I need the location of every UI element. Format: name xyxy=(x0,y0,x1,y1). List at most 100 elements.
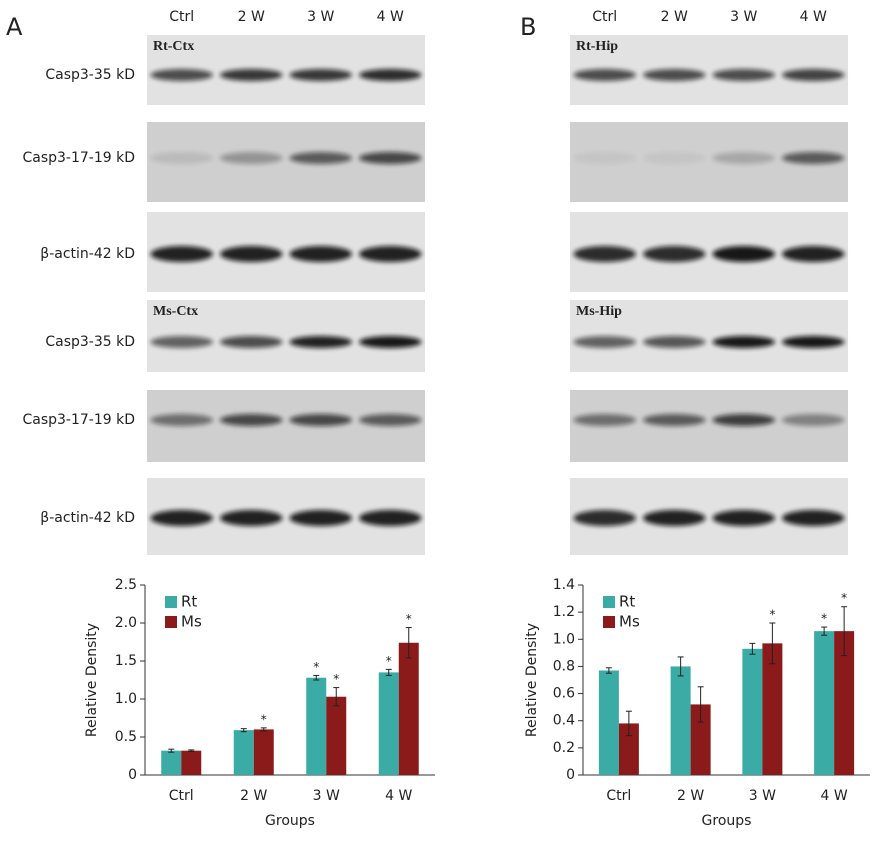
blot-label: β-actin-42 kD xyxy=(40,510,135,526)
bar xyxy=(742,648,763,775)
x-axis-title: Groups xyxy=(702,813,752,829)
band xyxy=(150,69,214,81)
blot-tag: Ms-Ctx xyxy=(153,304,198,319)
band xyxy=(150,414,214,426)
y-tick-label: 2.0 xyxy=(115,615,137,631)
panel-label: B xyxy=(520,13,536,41)
bar xyxy=(598,670,619,775)
significance: * xyxy=(333,672,339,686)
blot-tag: Ms-Hip xyxy=(576,304,622,319)
lane-label: 3 W xyxy=(307,9,334,25)
y-tick-label: 1.4 xyxy=(553,577,575,593)
band xyxy=(781,246,845,262)
legend-label: Ms xyxy=(619,613,640,631)
x-tick-label: 4 W xyxy=(385,788,412,804)
significance: * xyxy=(841,591,847,605)
x-tick-label: 4 W xyxy=(821,788,848,804)
bar xyxy=(690,704,711,775)
significance: * xyxy=(406,612,412,626)
band xyxy=(219,336,283,348)
y-axis-title: Relative Density xyxy=(524,623,540,737)
bar xyxy=(814,631,835,775)
band xyxy=(781,69,845,81)
band xyxy=(573,510,637,526)
band xyxy=(781,336,845,348)
band xyxy=(781,414,845,426)
blot xyxy=(147,390,425,462)
x-tick-label: 3 W xyxy=(313,788,340,804)
bar xyxy=(762,643,783,775)
bar xyxy=(378,672,399,775)
band xyxy=(712,246,776,262)
blot-tag: Rt-Hip xyxy=(576,39,618,54)
band xyxy=(358,152,422,164)
y-tick-label: 1.0 xyxy=(115,691,137,707)
panel-label: A xyxy=(6,13,23,41)
y-tick-label: 0.6 xyxy=(553,686,575,702)
significance: * xyxy=(261,712,267,726)
band xyxy=(289,152,353,164)
x-tick-label: 3 W xyxy=(749,788,776,804)
blot-label: Casp3-17-19 kD xyxy=(22,150,135,166)
blot-label: Casp3-17-19 kD xyxy=(22,412,135,428)
band xyxy=(642,246,706,262)
legend-swatch xyxy=(165,616,177,628)
band xyxy=(150,246,214,262)
blot xyxy=(570,300,848,372)
y-tick-label: 2.5 xyxy=(115,577,137,593)
band xyxy=(573,69,637,81)
band xyxy=(642,152,706,164)
bar xyxy=(181,750,202,775)
bar xyxy=(618,723,639,775)
band xyxy=(573,152,637,164)
band xyxy=(712,510,776,526)
band xyxy=(642,336,706,348)
y-tick-label: 0.8 xyxy=(553,658,575,674)
y-tick-label: 0.5 xyxy=(115,729,137,745)
blot-tag: Rt-Ctx xyxy=(153,39,194,54)
band xyxy=(219,246,283,262)
band xyxy=(573,414,637,426)
bar xyxy=(233,730,254,775)
band xyxy=(150,152,214,164)
blot xyxy=(147,300,425,372)
blot-label: Casp3-35 kD xyxy=(45,334,135,350)
legend-swatch xyxy=(603,596,615,608)
significance: * xyxy=(821,612,827,626)
bar xyxy=(670,666,691,775)
band xyxy=(289,69,353,81)
legend-swatch xyxy=(603,616,615,628)
band xyxy=(289,246,353,262)
band xyxy=(712,152,776,164)
lane-label: 4 W xyxy=(800,9,827,25)
x-tick-label: Ctrl xyxy=(606,788,631,804)
bar xyxy=(253,729,274,775)
y-tick-label: 0.2 xyxy=(553,740,575,756)
legend-swatch xyxy=(165,596,177,608)
band xyxy=(358,336,422,348)
y-tick-label: 0 xyxy=(566,767,575,783)
bar xyxy=(834,631,855,775)
legend-label: Ms xyxy=(181,613,202,631)
bar xyxy=(306,677,327,775)
y-tick-label: 1.2 xyxy=(553,604,575,620)
lane-label: 2 W xyxy=(238,9,265,25)
blot xyxy=(570,390,848,462)
band xyxy=(712,69,776,81)
y-tick-label: 1.0 xyxy=(553,631,575,647)
band xyxy=(642,510,706,526)
band xyxy=(712,414,776,426)
bar xyxy=(398,642,419,775)
legend-label: Rt xyxy=(619,593,635,611)
significance: * xyxy=(313,660,319,674)
legend-label: Rt xyxy=(181,593,197,611)
band xyxy=(219,152,283,164)
band xyxy=(219,414,283,426)
band xyxy=(358,510,422,526)
lane-label: 4 W xyxy=(377,9,404,25)
band xyxy=(358,246,422,262)
bar xyxy=(326,696,347,775)
band xyxy=(573,246,637,262)
x-tick-label: Ctrl xyxy=(169,788,194,804)
